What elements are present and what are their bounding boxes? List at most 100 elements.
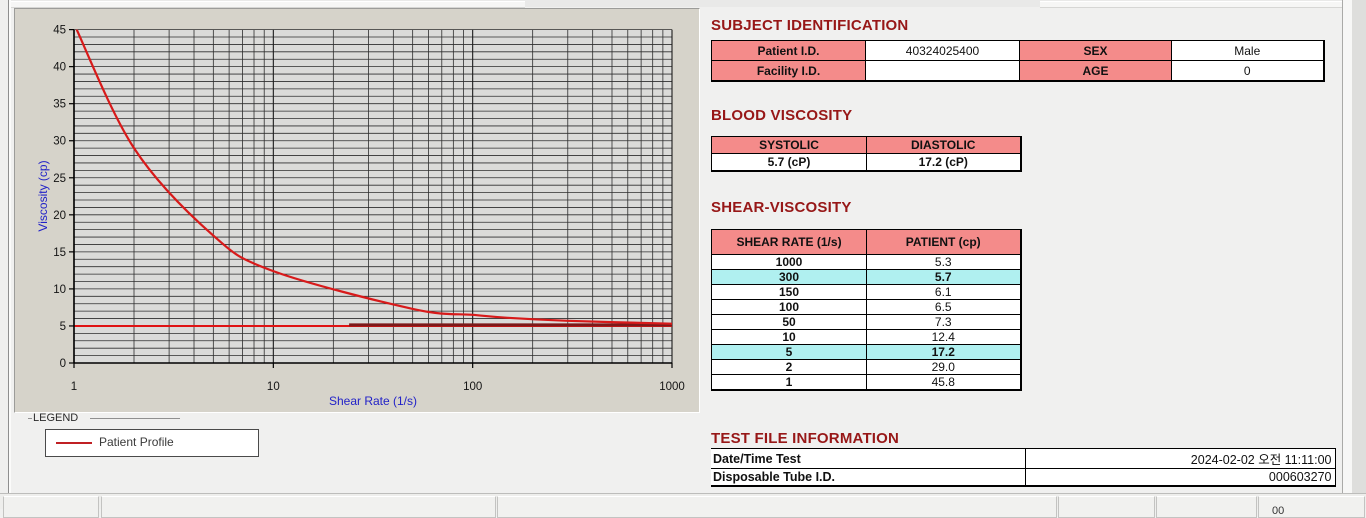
subject-label: Facility I.D.: [711, 60, 866, 82]
x-tick-label: 1000: [659, 381, 685, 393]
patient-viscosity-cell: 5.3: [866, 254, 1021, 270]
patient-viscosity-cell: 6.5: [866, 299, 1021, 315]
y-tick-label: 10: [53, 284, 66, 296]
subject-label: SEX: [1019, 40, 1172, 61]
subject-identification-title: SUBJECT IDENTIFICATION: [711, 17, 909, 34]
y-tick-label: 30: [53, 136, 66, 148]
viscosity-chart: 0 5 10 15 20 25 30 35 40 45 1 10 100 1000 Shear Rate (…: [36, 25, 685, 408]
test-file-row: Date/Time Test 2024-02-02 오전 11:11:00: [711, 448, 1336, 469]
shear-row: 50 7.3: [711, 314, 1021, 330]
y-axis-label: Viscosity (cp): [36, 160, 50, 231]
subject-label: AGE: [1019, 60, 1172, 82]
patient-profile-line-swatch: [56, 442, 92, 444]
patient-profile-curve: [75, 29, 672, 325]
y-tick-label: 20: [53, 210, 66, 222]
patient-viscosity-cell: 17.2: [866, 344, 1021, 360]
legend-frame-line: [90, 418, 180, 419]
shear-row: 2 29.0: [711, 359, 1021, 375]
y-tick-label: 45: [53, 25, 66, 37]
y-tick-label: 25: [53, 173, 66, 185]
status-segment: [3, 496, 99, 518]
status-segment: [1058, 496, 1155, 518]
shear-rate-cell: 2: [711, 359, 867, 375]
blood-value-row: 5.7 (cP) 17.2 (cP): [711, 153, 1021, 172]
shear-viscosity-table: SHEAR RATE (1/s) PATIENT (cp) 1000 5.3 300 5.…: [711, 229, 1022, 391]
subject-value: 0: [1171, 60, 1324, 82]
shear-rate-cell: 5: [711, 344, 867, 360]
shear-row: 5 17.2: [711, 344, 1021, 360]
status-segment: 00: [1258, 496, 1365, 518]
x-tick-label: 10: [267, 381, 280, 393]
window-right-margin: [1352, 0, 1366, 508]
legend-series-label: Patient Profile: [99, 435, 174, 449]
viscosity-chart-panel: 0 5 10 15 20 25 30 35 40 45 1 10 100 1000 Shear Rate (…: [14, 8, 700, 413]
subject-label: Patient I.D.: [711, 40, 866, 61]
blood-value-cell: 5.7 (cP): [711, 153, 867, 172]
x-tick-label: 100: [463, 381, 482, 393]
shear-rate-cell: 300: [711, 269, 867, 285]
shear-header-cell: PATIENT (cp): [866, 229, 1021, 255]
patient-viscosity-cell: 29.0: [866, 359, 1021, 375]
shear-row: 1000 5.3: [711, 254, 1021, 270]
test-file-information-table: Date/Time Test 2024-02-02 오전 11:11:00 Disp…: [711, 448, 1336, 487]
top-toolbar-edge: [0, 0, 1366, 8]
shear-header-row: SHEAR RATE (1/s) PATIENT (cp): [711, 229, 1021, 255]
shear-header-cell: SHEAR RATE (1/s): [711, 229, 867, 255]
y-tick-label: 15: [53, 247, 66, 259]
toolbar-panel-right: [1040, 1, 1366, 8]
subject-value: [865, 60, 1020, 82]
blood-header-row: SYSTOLIC DIASTOLIC: [711, 136, 1021, 154]
status-bar: 00: [0, 493, 1366, 518]
shear-rate-cell: 1: [711, 374, 867, 391]
status-segment: [497, 496, 1057, 518]
subject-row: Patient I.D. 40324025400 SEX Male: [711, 40, 1324, 61]
test-file-label: Disposable Tube I.D.: [711, 468, 1026, 487]
y-tick-label: 5: [60, 321, 66, 333]
window-left-edge: [0, 0, 9, 508]
subject-value: 40324025400: [865, 40, 1020, 61]
shear-rate-cell: 100: [711, 299, 867, 315]
x-axis-label: Shear Rate (1/s): [329, 394, 417, 408]
blood-viscosity-table: SYSTOLIC DIASTOLIC 5.7 (cP) 17.2 (cP): [711, 136, 1022, 172]
test-file-value: 000603270: [1024, 468, 1336, 487]
shear-rate-cell: 50: [711, 314, 867, 330]
window-right-edge: [1342, 0, 1343, 508]
legend-frame-line: [28, 418, 32, 419]
shear-row: 10 12.4: [711, 329, 1021, 345]
test-file-row: Disposable Tube I.D. 000603270: [711, 468, 1336, 487]
toolbar-panel-left: [10, 1, 525, 8]
blood-viscosity-title: BLOOD VISCOSITY: [711, 107, 853, 124]
y-tick-label: 40: [53, 62, 66, 74]
status-segment: [101, 496, 496, 518]
test-file-value: 2024-02-02 오전 11:11:00: [1024, 448, 1336, 469]
shear-row: 1 45.8: [711, 374, 1021, 391]
subject-value: Male: [1171, 40, 1324, 61]
window-left-highlight: [9, 0, 11, 508]
blood-header-cell: DIASTOLIC: [866, 136, 1021, 154]
status-segment: [1156, 496, 1257, 518]
shear-rate-cell: 150: [711, 284, 867, 300]
test-file-information-title: TEST FILE INFORMATION: [711, 430, 900, 447]
blood-value-cell: 17.2 (cP): [866, 153, 1021, 172]
legend-box: Patient Profile: [45, 429, 259, 457]
shear-row: 100 6.5: [711, 299, 1021, 315]
shear-rate-cell: 1000: [711, 254, 867, 270]
patient-viscosity-cell: 6.1: [866, 284, 1021, 300]
shear-rate-cell: 10: [711, 329, 867, 345]
subject-identification-table: Patient I.D. 40324025400 SEX Male Facility I…: [711, 40, 1325, 82]
blood-header-cell: SYSTOLIC: [711, 136, 867, 154]
legend-title: LEGEND: [33, 412, 79, 424]
patient-viscosity-cell: 5.7: [866, 269, 1021, 285]
shear-row: 150 6.1: [711, 284, 1021, 300]
shear-viscosity-title: SHEAR-VISCOSITY: [711, 199, 852, 216]
patient-viscosity-cell: 45.8: [866, 374, 1021, 391]
shear-row: 300 5.7: [711, 269, 1021, 285]
y-tick-label: 0: [60, 358, 66, 370]
subject-row: Facility I.D. AGE 0: [711, 60, 1324, 82]
patient-viscosity-cell: 7.3: [866, 314, 1021, 330]
window-right-strip: [1343, 0, 1352, 508]
x-tick-label: 1: [71, 381, 77, 393]
test-file-label: Date/Time Test: [711, 448, 1026, 469]
y-tick-label: 35: [53, 99, 66, 111]
patient-viscosity-cell: 12.4: [866, 329, 1021, 345]
